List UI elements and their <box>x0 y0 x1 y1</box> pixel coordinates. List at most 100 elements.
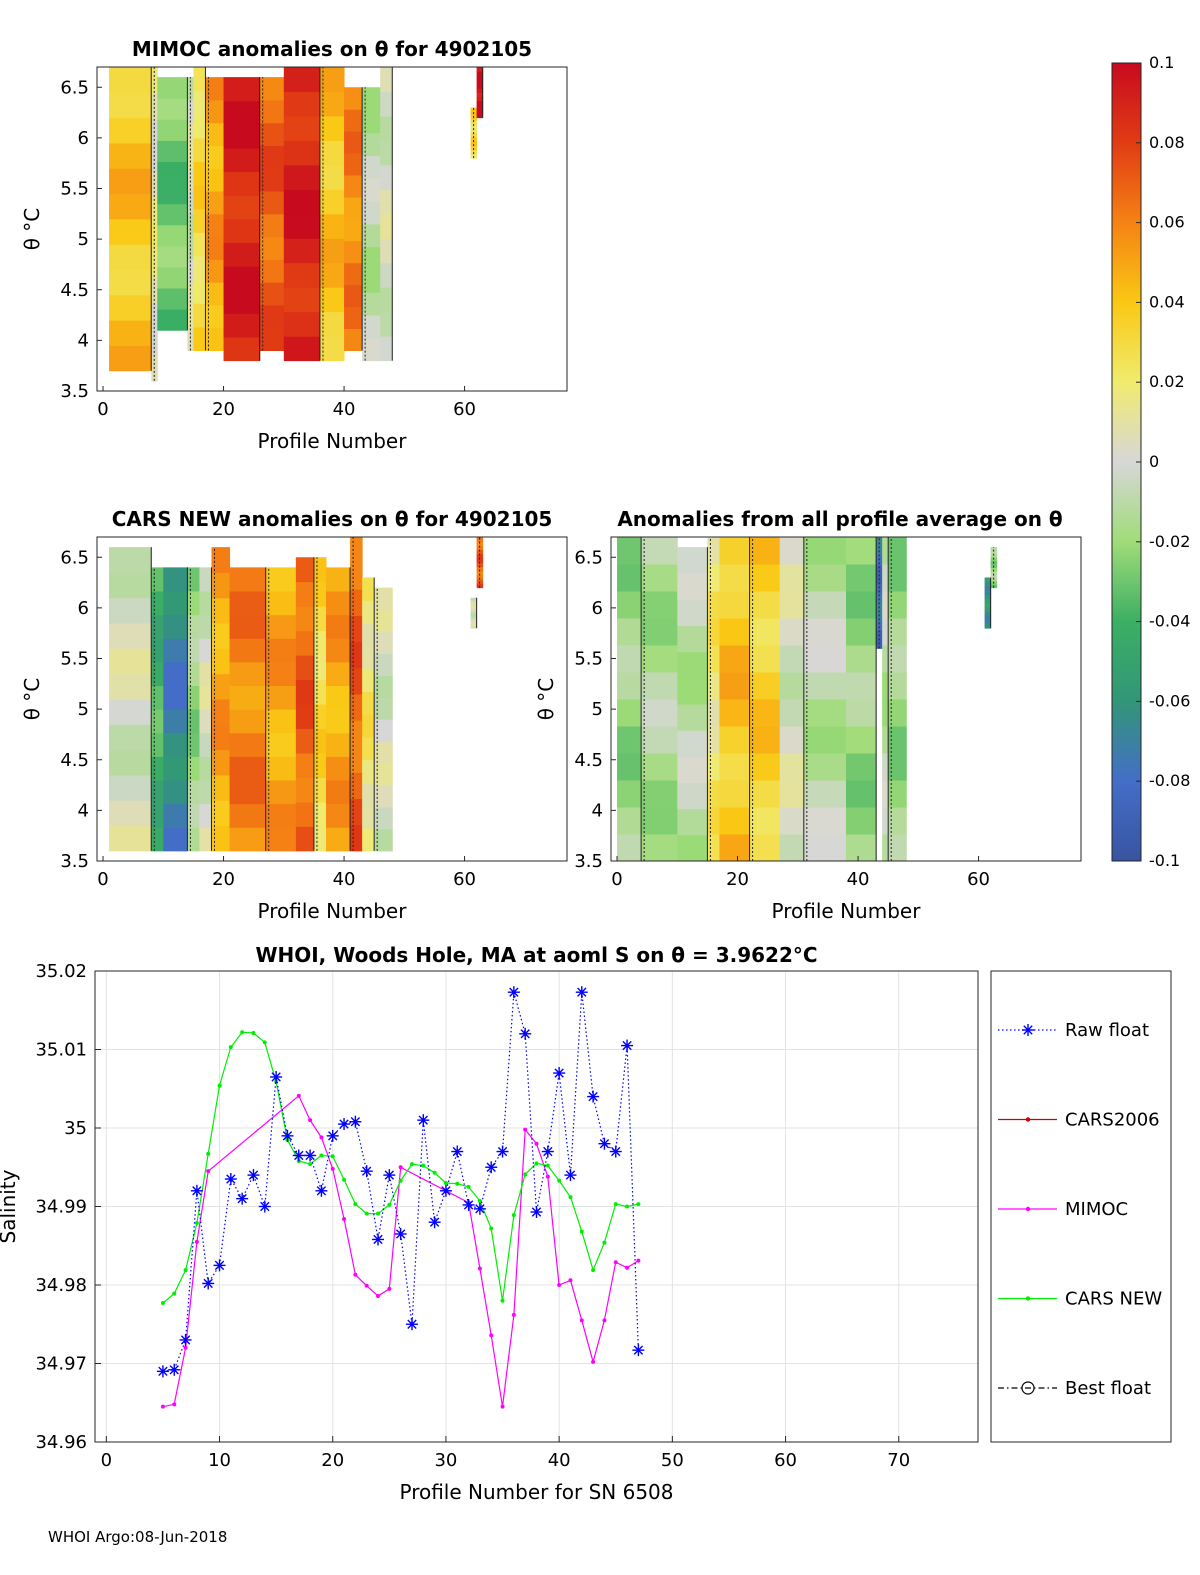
heatmap-cell <box>109 92 152 119</box>
heatmap-cell <box>313 728 327 754</box>
heatmap-cell <box>193 303 206 328</box>
heatmap-cell <box>719 726 751 754</box>
heatmap-cell <box>223 171 261 196</box>
profile-average-anomaly-panel: 0 20 40 60 3.5 4 4.5 5 5.5 6 6.5 Anomalies from a… <box>534 507 1082 923</box>
heatmap-cell <box>259 213 285 238</box>
heatmap-cell <box>199 685 212 710</box>
heatmap-cell <box>362 577 375 601</box>
heatmap-cell <box>109 572 152 599</box>
heatmap-cell <box>313 679 327 705</box>
heatmap-cell <box>350 615 363 643</box>
heatmap-cell <box>362 132 381 157</box>
heatmap-cell <box>882 564 889 592</box>
asterisk-stroke <box>599 1139 610 1149</box>
colorbar-tick-label: 0.06 <box>1149 213 1185 232</box>
heatmap-cell <box>984 590 992 595</box>
heatmap-cell <box>888 645 907 673</box>
heatmap-cell <box>846 618 877 646</box>
raw-float-point <box>168 1363 181 1376</box>
heatmap-cell <box>888 591 907 619</box>
heatmap-cell <box>749 699 781 727</box>
heatmap-cell <box>362 600 375 624</box>
y-tick-label: 6 <box>78 598 89 619</box>
x-tick-label: 0 <box>611 869 622 890</box>
salinity-title: WHOI, Woods Hole, MA at aoml S on θ = 3.… <box>255 943 817 967</box>
mimoc-point <box>296 1093 301 1098</box>
salinity-x-label: Profile Number for SN 6508 <box>399 1480 673 1504</box>
heatmap-cell <box>325 661 351 686</box>
heatmap-cell <box>325 638 351 663</box>
colorbar-tick-label: -0.1 <box>1149 851 1180 870</box>
heatmap-cell <box>374 609 393 632</box>
cars-new-point <box>591 1268 596 1273</box>
heatmap-cell <box>295 606 315 632</box>
mimoc-point <box>364 1283 369 1288</box>
heatmap-cell <box>719 753 751 781</box>
heatmap-cell <box>374 697 393 720</box>
cars-new-point <box>511 1213 516 1218</box>
heatmap-cell <box>350 772 363 800</box>
mimoc-axes-frame <box>96 66 568 392</box>
heatmap-cell <box>882 537 889 565</box>
heatmap-cell <box>350 563 363 590</box>
heatmap-cell <box>109 597 152 624</box>
heatmap-cell <box>876 555 883 566</box>
heatmap-cell <box>362 782 375 806</box>
heatmap-cell <box>476 71 484 76</box>
heatmap-cell <box>319 140 345 166</box>
heatmap-cell <box>803 780 847 808</box>
heatmap-cell <box>779 564 805 592</box>
heatmap-cell <box>109 142 152 169</box>
legend-marker <box>1021 1381 1035 1395</box>
heatmap-cell <box>617 726 642 754</box>
asterisk-stroke <box>395 1229 406 1239</box>
cars-new-point <box>613 1202 618 1207</box>
heatmap-cell <box>719 645 751 673</box>
asterisk-stroke <box>271 1072 281 1082</box>
heatmap-cell <box>295 777 315 803</box>
heatmap-cell <box>295 826 315 852</box>
heatmap-cell <box>380 140 393 166</box>
heatmap-cell <box>707 618 720 646</box>
heatmap-cell <box>641 726 678 754</box>
heatmap-cell <box>374 807 393 830</box>
heatmap-cell <box>350 798 363 826</box>
heatmap-cell <box>641 672 678 700</box>
heatmap-cell <box>283 336 321 362</box>
y-tick-label: 34.96 <box>35 1432 87 1453</box>
heatmap-cell <box>109 193 152 220</box>
cars-new-point <box>206 1151 211 1156</box>
asterisk-stroke <box>577 987 587 997</box>
mimoc-point <box>308 1118 313 1123</box>
x-tick-label: 60 <box>774 1450 797 1471</box>
heatmap-cell <box>617 780 642 808</box>
asterisk-stroke <box>543 1146 553 1157</box>
cars-new-point <box>183 1268 188 1273</box>
heatmap-cell <box>882 834 889 862</box>
heatmap-cell <box>779 834 805 862</box>
heatmap-cell <box>362 110 381 134</box>
heatmap-cell <box>313 581 327 607</box>
heatmap-cell <box>362 246 381 270</box>
heatmap-cell <box>677 730 708 757</box>
heatmap-cell <box>265 638 297 663</box>
heatmap-cell <box>151 591 164 616</box>
heatmap-cell <box>470 625 478 629</box>
raw-float-point <box>292 1149 305 1162</box>
raw-float-point <box>281 1129 294 1142</box>
heatmap-cell <box>325 685 351 710</box>
heatmap-cell <box>470 120 478 125</box>
heatmap-cell <box>151 223 158 251</box>
raw-float-point <box>156 1365 169 1378</box>
heatmap-cell <box>265 709 297 734</box>
heatmap-cell <box>803 726 847 754</box>
raw-float-point <box>270 1070 283 1083</box>
heatmap-cell <box>677 573 708 600</box>
heatmap-cell <box>362 87 381 111</box>
profile-average-y-label: θ °C <box>534 678 558 721</box>
mimoc-point <box>330 1166 335 1171</box>
heatmap-cell <box>199 591 212 616</box>
heatmap-cell <box>749 672 781 700</box>
heatmap-cell <box>876 620 883 631</box>
raw-float-point <box>417 1114 430 1127</box>
